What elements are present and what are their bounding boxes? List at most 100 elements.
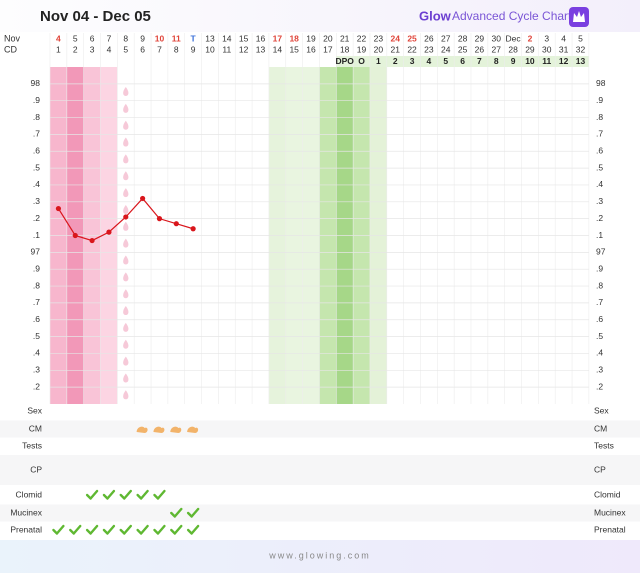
y-tick-label: .3 xyxy=(33,365,40,375)
date-label: 6 xyxy=(90,33,95,43)
y-tick-label: .7 xyxy=(33,129,40,139)
row-label: Clomid xyxy=(16,489,43,499)
dpo-label: 5 xyxy=(443,56,448,66)
y-tick-label: .5 xyxy=(33,331,40,341)
check-icon xyxy=(170,507,183,518)
check-icon xyxy=(85,489,99,500)
date-label: 8 xyxy=(123,33,128,43)
cm-icon xyxy=(187,426,199,433)
x-tick-label: 24 xyxy=(441,44,451,54)
dpo-label: O xyxy=(358,56,365,66)
dpo-label: 13 xyxy=(576,56,586,66)
x-tick-label: 6 xyxy=(140,44,145,54)
y-tick-label: .3 xyxy=(33,196,40,206)
date-row-label: Nov xyxy=(4,33,21,43)
y-tick-label: .2 xyxy=(33,213,40,223)
y-tick-label-right: .8 xyxy=(596,280,603,290)
y-tick-label: .8 xyxy=(33,112,40,122)
check-icon xyxy=(102,524,116,535)
date-label: 28 xyxy=(458,33,468,43)
spotting-drop xyxy=(123,289,129,299)
check-icon xyxy=(119,524,132,535)
date-label: 25 xyxy=(407,33,417,43)
dpo-label: 6 xyxy=(460,56,465,66)
cm-icon xyxy=(136,426,148,433)
date-label: 4 xyxy=(56,33,61,43)
y-tick-label-right: .2 xyxy=(596,213,603,223)
header-bg xyxy=(0,0,640,32)
y-tick-label: .4 xyxy=(33,348,40,358)
spotting-drop xyxy=(123,390,129,400)
date-label: 24 xyxy=(390,33,400,43)
x-tick-label: 20 xyxy=(374,44,384,54)
x-tick-label: 16 xyxy=(306,44,316,54)
dpo-label: 10 xyxy=(525,56,535,66)
temperature-point xyxy=(140,195,146,202)
y-tick-label-right: .5 xyxy=(596,162,603,172)
date-label: 13 xyxy=(205,33,215,43)
y-tick-label-right: 97 xyxy=(596,247,606,257)
spotting-drop xyxy=(123,188,129,198)
date-label: 7 xyxy=(107,33,112,43)
row-label: Prenatal xyxy=(10,524,42,534)
check-icon xyxy=(69,524,82,535)
dpo-label: 9 xyxy=(511,56,516,66)
temperature-point xyxy=(190,226,196,232)
x-tick-label: 14 xyxy=(273,44,283,54)
dpo-bg xyxy=(336,56,589,67)
y-tick-label: .9 xyxy=(33,95,40,105)
date-label: 5 xyxy=(578,33,583,43)
y-tick-label-right: .5 xyxy=(596,331,603,341)
temperature-point xyxy=(89,237,95,244)
spotting-drop xyxy=(123,373,129,383)
x-tick-label: 29 xyxy=(525,44,535,54)
x-tick-label: 28 xyxy=(508,44,518,54)
date-label: 18 xyxy=(289,33,299,43)
check-icon xyxy=(136,489,149,500)
x-tick-label: 27 xyxy=(492,44,502,54)
cd-row-label: CD xyxy=(4,44,17,54)
y-tick-label: .6 xyxy=(33,314,40,324)
footer-bg xyxy=(0,540,640,573)
spotting-drop xyxy=(123,322,129,332)
chart-title: Nov 04 - Dec 05 xyxy=(40,8,151,25)
y-tick-label: .7 xyxy=(33,297,40,307)
date-label: 11 xyxy=(172,33,181,43)
y-tick-label-right: .3 xyxy=(596,196,603,206)
x-tick-label: 18 xyxy=(340,44,350,54)
y-tick-label-right: .7 xyxy=(596,297,603,307)
subtitle: Advanced Cycle Chart xyxy=(452,9,572,23)
row-label: Tests xyxy=(22,440,42,450)
dpo-label: 12 xyxy=(559,56,569,66)
brand: Glow xyxy=(419,8,452,23)
y-tick-label-right: .4 xyxy=(596,348,603,358)
spotting-drop xyxy=(123,272,129,282)
spotting-drop xyxy=(123,171,129,181)
temperature-point xyxy=(55,205,62,212)
date-label: 30 xyxy=(492,33,502,43)
dpo-label: 4 xyxy=(427,56,432,66)
row-label-right: Prenatal xyxy=(594,524,626,534)
date-label: 20 xyxy=(323,33,333,43)
temperature-point xyxy=(106,229,112,235)
y-tick-label-right: .6 xyxy=(596,146,603,156)
x-tick-label: 7 xyxy=(157,44,162,54)
y-tick-label: .2 xyxy=(33,381,40,391)
temperature-point xyxy=(123,214,129,220)
spotting-drop xyxy=(123,356,129,366)
date-label: 3 xyxy=(544,33,549,43)
date-label: 2 xyxy=(528,33,533,43)
row-label: CP xyxy=(30,464,42,474)
date-label: 23 xyxy=(374,33,384,43)
row-label: CM xyxy=(29,423,42,433)
y-tick-label: .8 xyxy=(33,280,40,290)
row-label-right: Clomid xyxy=(594,489,621,499)
spotting-drop xyxy=(123,238,129,248)
row-label-right: CP xyxy=(594,464,606,474)
y-tick-label: 97 xyxy=(31,247,41,257)
row-label-right: Tests xyxy=(594,440,614,450)
date-label: T xyxy=(191,33,197,43)
y-tick-label-right: .3 xyxy=(596,365,603,375)
x-tick-label: 17 xyxy=(323,44,333,54)
x-tick-label: 10 xyxy=(205,44,215,54)
